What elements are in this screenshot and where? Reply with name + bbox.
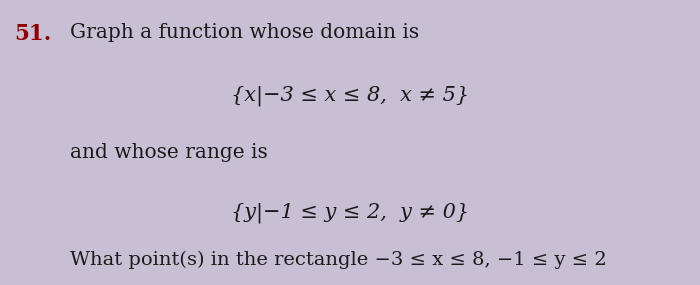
Text: and whose range is: and whose range is (70, 142, 267, 162)
Text: 51.: 51. (14, 23, 51, 45)
Text: {x|−3 ≤ x ≤ 8,  x ≠ 5}: {x|−3 ≤ x ≤ 8, x ≠ 5} (231, 86, 469, 106)
Text: Graph a function whose domain is: Graph a function whose domain is (70, 23, 419, 42)
Text: {y|−1 ≤ y ≤ 2,  y ≠ 0}: {y|−1 ≤ y ≤ 2, y ≠ 0} (231, 202, 469, 223)
Text: What point(s) in the rectangle −3 ≤ x ≤ 8, −1 ≤ y ≤ 2: What point(s) in the rectangle −3 ≤ x ≤ … (70, 251, 607, 269)
